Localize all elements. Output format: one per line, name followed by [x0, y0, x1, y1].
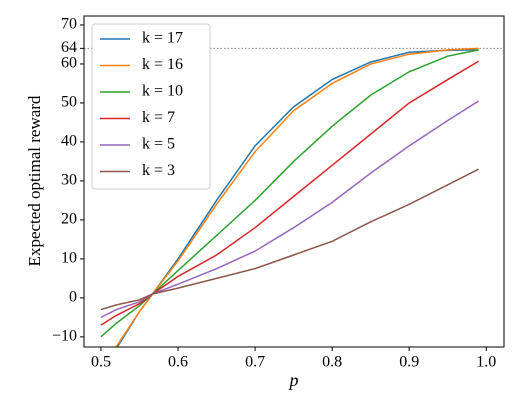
y-tick-label: 0: [69, 289, 77, 306]
x-tick-label: 0.7: [245, 354, 265, 371]
y-tick-label: 40: [61, 133, 77, 150]
x-tick-label: 0.8: [322, 354, 342, 371]
y-axis-label: Expected optimal reward: [25, 95, 44, 266]
x-axis-label: p: [288, 370, 299, 390]
legend-label: k = 3: [142, 162, 175, 179]
x-tick-label: 0.9: [399, 354, 419, 371]
y-tick-label: 64: [61, 39, 77, 56]
legend-label: k = 16: [142, 56, 183, 73]
plot-lines: [100, 47, 479, 347]
y-tick-label: 50: [61, 94, 77, 111]
x-tick-label: 0.6: [168, 354, 188, 371]
series-line: [115, 47, 479, 347]
y-tick-label: 10: [61, 250, 77, 267]
legend-label: k = 17: [142, 30, 183, 47]
y-tick-label: −10: [52, 328, 77, 345]
y-tick-label: 60: [61, 55, 77, 72]
legend-label: k = 5: [142, 136, 175, 153]
x-tick-label: 1.0: [476, 354, 496, 371]
y-tick-label: 30: [61, 172, 77, 189]
series-line: [100, 100, 479, 319]
legend-label: k = 7: [142, 109, 175, 126]
legend-label: k = 10: [142, 83, 183, 100]
y-tick-label: 70: [61, 16, 77, 33]
series-line: [100, 49, 479, 338]
plot-frame: [83, 15, 505, 348]
series-line: [100, 60, 479, 326]
y-tick-label: 20: [61, 211, 77, 228]
series-line: [100, 168, 479, 311]
x-tick-label: 0.5: [91, 354, 111, 371]
